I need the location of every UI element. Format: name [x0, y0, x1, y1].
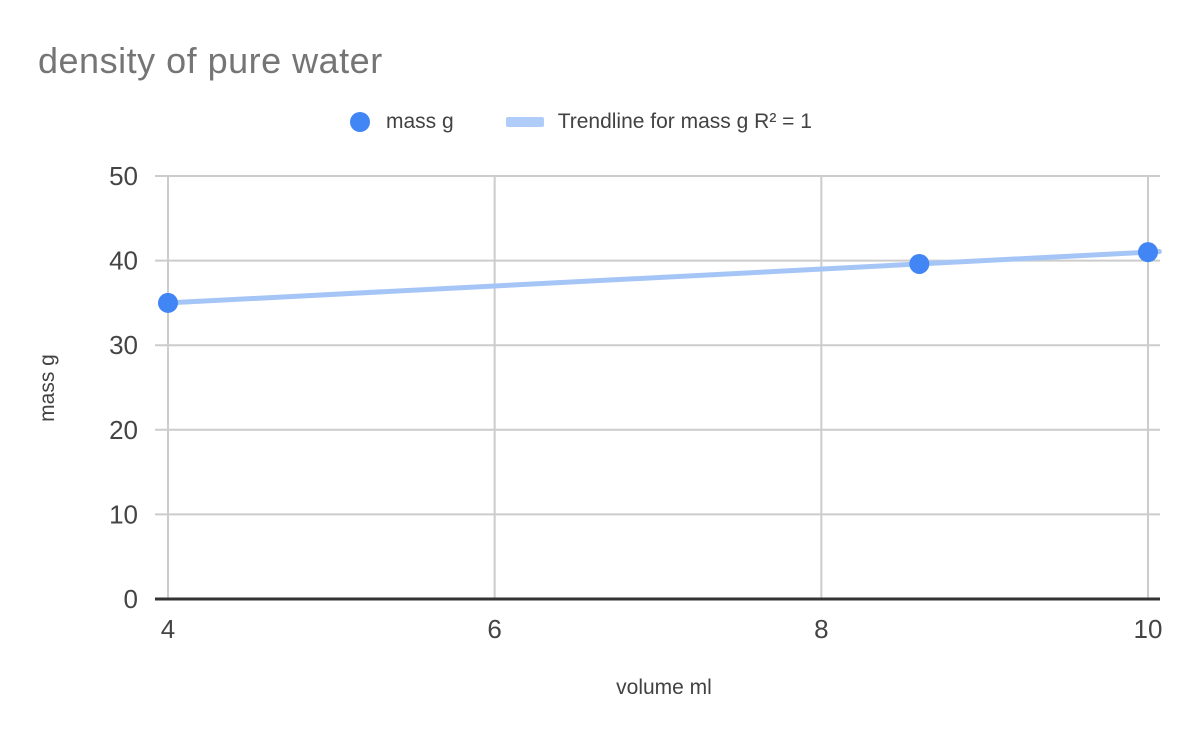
- legend: mass g Trendline for mass g R² = 1: [350, 106, 812, 138]
- y-axis-title: mass g: [36, 354, 59, 422]
- legend-item-series[interactable]: mass g: [350, 110, 454, 134]
- x-tick-label: 4: [161, 614, 175, 644]
- data-point[interactable]: [158, 292, 178, 313]
- y-tick-label: 50: [109, 161, 138, 191]
- x-axis-title: volume ml: [616, 676, 712, 699]
- y-tick-label: 20: [109, 415, 138, 445]
- legend-item-trendline[interactable]: Trendline for mass g R² = 1: [505, 110, 812, 134]
- series-marker-icon: [350, 112, 370, 132]
- chart-title: density of pure water: [38, 40, 383, 81]
- trendline-marker-icon: [505, 117, 544, 127]
- x-tick-label: 8: [814, 614, 828, 644]
- data-point[interactable]: [1138, 242, 1158, 263]
- x-tick-label: 6: [487, 614, 501, 644]
- x-tick-label: 10: [1134, 614, 1163, 644]
- data-point[interactable]: [909, 253, 930, 274]
- series-legend-label: mass g: [386, 110, 454, 133]
- trendline[interactable]: [165, 249, 1162, 306]
- y-tick-label: 0: [124, 584, 138, 614]
- trendline-legend-label: Trendline for mass g R² = 1: [557, 110, 812, 133]
- y-tick-label: 40: [109, 246, 138, 276]
- y-tick-label: 30: [109, 330, 138, 360]
- y-tick-label: 10: [109, 499, 138, 529]
